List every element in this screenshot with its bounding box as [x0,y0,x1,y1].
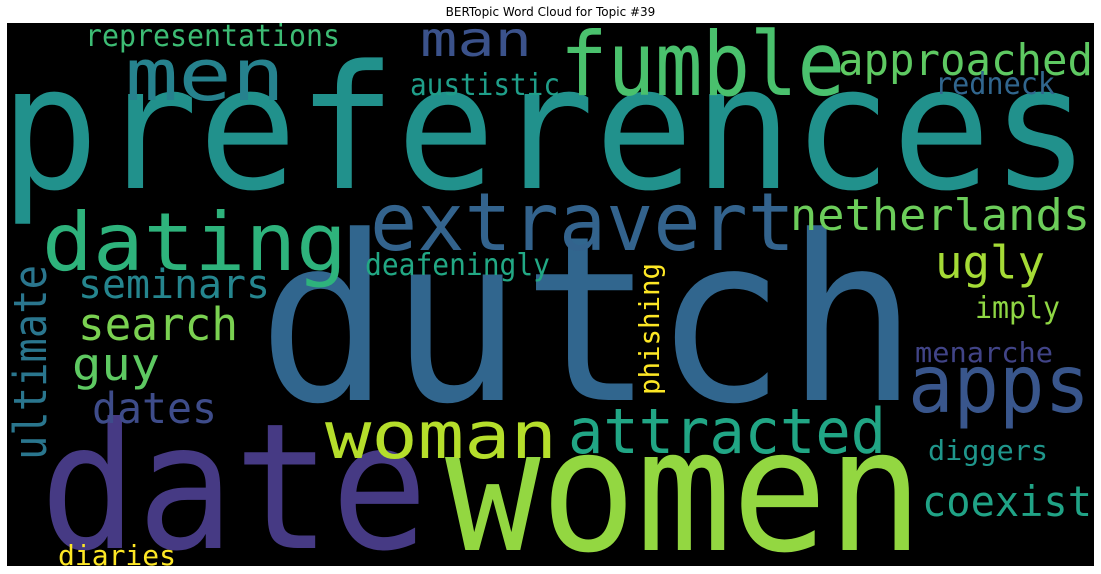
word-woman: woman [325,399,557,474]
word-apps: apps [908,338,1090,431]
word-austistic: austistic [410,68,560,103]
word-menarche: menarche [915,336,1053,369]
word-redneck: redneck [935,67,1055,102]
word-ultimate: ultimate [4,265,57,460]
word-coexist: coexist [922,477,1092,526]
word-attracted: attracted [568,395,886,468]
cloud-background [7,23,1094,566]
word-dating: dating [42,196,347,289]
word-phishing: phishing [633,263,666,395]
word-date: date [40,387,428,574]
word-ugly: ugly [935,236,1045,289]
word-dutch: dutch [258,188,918,455]
word-women: women [445,393,923,574]
word-seminars: seminars [78,262,270,308]
word-netherlands: netherlands [790,190,1090,241]
chart-title: BERTopic Word Cloud for Topic #39 [445,5,656,19]
word-search: search [78,298,238,351]
word-representations: representations [85,19,340,54]
word-imply: imply [975,291,1060,326]
word-diaries: diaries [58,539,176,572]
word-diggers: diggers [928,434,1048,467]
word-extravert: extravert [370,176,795,269]
word-approached: approached [838,35,1093,86]
word-dates: dates [92,384,217,434]
word-deafeningly: deafeningly [365,248,550,283]
word-preferences: preferences [0,28,1090,229]
word-fumble: fumble [560,13,845,116]
word-men: men [125,33,285,117]
word-man: man [420,12,532,68]
word-guy: guy [72,338,160,391]
